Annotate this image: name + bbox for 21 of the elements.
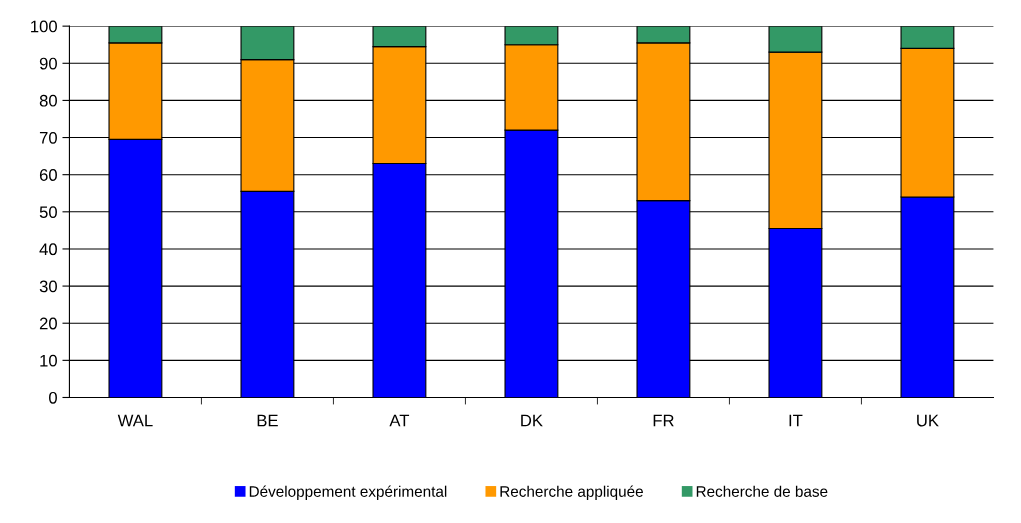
y-tick-label: 40 [39,243,57,256]
y-tick-label: 100 [31,20,57,33]
y-tick-label: 0 [49,391,57,404]
legend-label: Développement expérimental [249,485,447,500]
y-tick-label: 50 [39,206,57,219]
x-tick-label: BE [257,414,278,427]
x-tick-label: DK [521,414,543,427]
y-tick-label: 30 [39,280,57,293]
y-tick-label: 60 [39,169,57,181]
y-tick-label: 20 [39,317,57,330]
legend-label: Recherche de base [696,485,828,497]
y-tick-label: 10 [40,354,57,367]
x-tick-label: WAL [117,414,153,427]
x-tick-label: FR [653,414,674,427]
x-tick-label: IT [789,414,803,427]
y-tick-label: 80 [39,94,57,107]
x-tick-label: AT [389,414,410,427]
x-tick-label: UK [917,414,939,427]
y-tick-label: 90 [39,57,57,70]
y-tick-label: 70 [39,131,57,144]
legend-label: Recherche appliquée [500,485,643,500]
